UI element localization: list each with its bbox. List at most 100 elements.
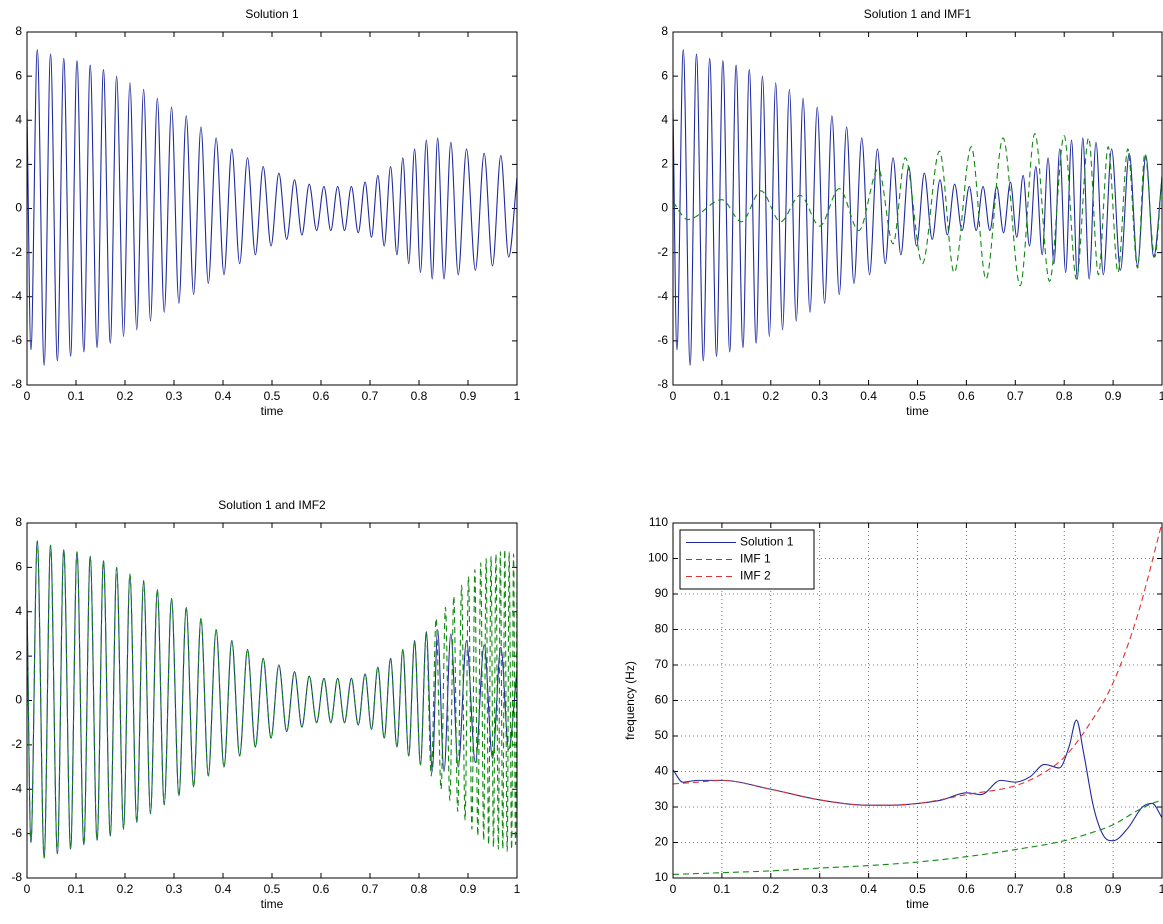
x-tick-label: 0.5 [909,389,926,403]
y-tick-label: 90 [655,586,669,600]
x-tick-label: 0.1 [68,389,85,403]
y-tick-label: 80 [655,622,669,636]
y-tick-label: 20 [655,835,669,849]
x-tick-label: 1 [1159,882,1163,896]
y-tick-label: 50 [655,728,669,742]
series-line [26,49,518,366]
x-tick-label: 0.3 [166,389,183,403]
y-tick-label: -2 [11,245,22,259]
chart-title: Solution 1 and IMF2 [218,498,326,512]
y-tick-label: -8 [11,377,22,391]
legend-label: IMF 1 [740,552,771,566]
x-tick-label: 0.5 [264,389,281,403]
x-tick-label: 1 [514,389,521,403]
x-tick-label: 0 [670,882,677,896]
x-tick-label: 0.8 [411,882,428,896]
x-axis-label: time [261,897,284,911]
x-tick-label: 0.9 [1105,882,1122,896]
y-tick-label: 6 [15,560,22,574]
x-tick-label: 0.3 [811,389,828,403]
x-tick-label: 0.8 [1056,389,1073,403]
y-tick-label: -6 [11,826,22,840]
series-line [672,799,1163,875]
series-line [26,540,518,859]
x-tick-label: 0.4 [860,389,877,403]
x-tick-label: 0.6 [958,389,975,403]
x-tick-label: 0.4 [860,882,877,896]
axes-box [26,31,518,386]
legend-label: IMF 2 [740,569,771,583]
chart-title: Solution 1 [245,7,299,21]
y-tick-label: 4 [15,112,22,126]
x-tick-label: 1 [514,882,521,896]
x-tick-label: 0 [24,882,31,896]
y-tick-label: 0 [15,693,22,707]
x-tick-label: 0.1 [714,882,731,896]
subplot: 0 0.1 0.2 0.3 0.4 0.5 0.6 0.7 0.8 0.9 1 -8 -6 -4 -2 0 2 4… [11,498,520,911]
axes-box [672,522,1163,879]
x-tick-label: 0.2 [117,882,134,896]
y-tick-label: -8 [11,870,22,884]
x-tick-label: 0 [670,389,677,403]
x-tick-label: 0.1 [68,882,85,896]
y-tick-label: 0 [15,201,22,215]
x-tick-label: 0.9 [460,882,477,896]
y-tick-label: -2 [657,245,668,259]
x-tick-label: 0 [24,389,31,403]
y-tick-label: 40 [655,764,669,778]
x-tick-label: 0.7 [1007,389,1024,403]
x-tick-label: 0.9 [1105,389,1122,403]
x-tick-label: 0.5 [909,882,926,896]
axes-box [672,31,1163,386]
series-line [672,522,1163,806]
y-tick-label: 8 [661,24,668,38]
x-tick-label: 0.7 [1007,882,1024,896]
x-tick-label: 0.4 [215,389,232,403]
y-tick-label: -4 [11,781,22,795]
x-tick-label: 1 [1159,389,1163,403]
chart-title: Solution 1 and IMF1 [864,7,972,21]
y-tick-label: -6 [11,333,22,347]
y-tick-label: -2 [11,737,22,751]
subplot: 0 0.1 0.2 0.3 0.4 0.5 0.6 0.7 0.8 0.9 1 -8 -6 -4 -2 0 2 4… [657,7,1163,418]
y-tick-label: 8 [15,515,22,529]
y-tick-label: -4 [11,289,22,303]
axes-box [26,522,518,879]
x-axis-label: time [906,897,929,911]
y-tick-label: 70 [655,657,669,671]
y-tick-label: 110 [649,515,668,529]
y-axis-label: frequency (Hz) [623,661,637,740]
x-tick-label: 0.5 [264,882,281,896]
x-tick-label: 0.2 [762,389,779,403]
y-tick-label: 4 [661,112,668,126]
y-tick-label: 0 [661,201,668,215]
x-tick-label: 0.6 [958,882,975,896]
y-tick-label: 2 [661,157,668,171]
y-tick-label: 8 [15,24,22,38]
y-tick-label: 60 [655,693,669,707]
x-tick-label: 0.4 [215,882,232,896]
x-tick-label: 0.8 [411,389,428,403]
y-tick-label: -6 [657,333,668,347]
legend-label: Solution 1 [740,535,794,549]
subplot: 0 0.1 0.2 0.3 0.4 0.5 0.6 0.7 0.8 0.9 1 -8 -6 -4 -2 0 2 4… [11,7,520,418]
subplot: 0 0.1 0.2 0.3 0.4 0.5 0.6 0.7 0.8 0.9 110203040506… [623,515,1163,911]
x-tick-label: 0.6 [313,882,330,896]
x-tick-label: 0.1 [714,389,731,403]
y-tick-label: -8 [657,377,668,391]
x-tick-label: 0.8 [1056,882,1073,896]
legend-box [679,529,815,590]
y-tick-label: 10 [655,870,669,884]
y-tick-label: 4 [15,604,22,618]
y-tick-label: 6 [15,68,22,82]
series-line [672,132,1163,287]
x-tick-label: 0.3 [811,882,828,896]
x-axis-label: time [261,404,284,418]
x-tick-label: 0.7 [362,882,379,896]
x-tick-label: 0.3 [166,882,183,896]
x-tick-label: 0.7 [362,389,379,403]
x-tick-label: 0.9 [460,389,477,403]
x-tick-label: 0.2 [117,389,134,403]
